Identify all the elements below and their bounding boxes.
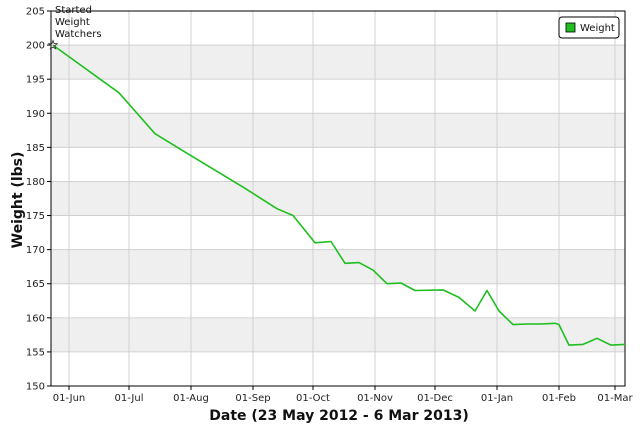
background-bands	[51, 45, 625, 352]
x-tick-label: 01-Mar	[597, 393, 633, 404]
legend-box	[558, 16, 620, 39]
gridlines	[51, 10, 625, 386]
annotation-label-line: Weight	[55, 17, 90, 28]
x-tick-label: 01-Aug	[173, 393, 209, 404]
x-tick-label: 01-Dec	[417, 393, 453, 404]
x-tick-label: 01-Oct	[296, 393, 330, 404]
y-tick-label: 175	[26, 211, 45, 222]
y-tick-label: 185	[26, 143, 45, 154]
legend-label: Weight	[580, 23, 615, 34]
background-band	[51, 317, 625, 352]
y-tick-label: 150	[26, 382, 45, 393]
background-band	[51, 181, 625, 216]
y-tick-label: 205	[26, 7, 45, 18]
start-star-marker	[47, 39, 59, 50]
x-tick-label: 01-Feb	[542, 393, 576, 404]
background-band	[51, 249, 625, 284]
x-tick-label: 01-Nov	[357, 393, 393, 404]
x-axis-title: Date (23 May 2012 - 6 Mar 2013)	[209, 408, 469, 424]
x-tick-label: 01-Jul	[115, 393, 144, 404]
x-tick-labels: 01-Jun 01-Jul 01-Aug 01-Sep 01-Oct 01-Nov 01-D…	[53, 393, 634, 404]
y-tick-label: 195	[26, 75, 45, 86]
y-tick-label: 190	[26, 109, 45, 120]
x-tick-label: 01-Jan	[481, 393, 513, 404]
x-tick-label: 01-Sep	[235, 393, 270, 404]
y-tick-label: 170	[26, 245, 45, 256]
y-tick-label: 200	[26, 41, 45, 52]
y-tick-label: 160	[26, 313, 45, 324]
y-tick-label: 165	[26, 279, 45, 290]
y-axis-title: Weight (lbs)	[10, 152, 26, 249]
plot-frame	[50, 10, 626, 387]
annotation-label-line: Started	[55, 5, 92, 16]
legend: Weight	[558, 16, 620, 39]
series-layer	[52, 44, 626, 346]
y-tick-labels: 150 155 160 165 170 175 180 185 190 195 200 205	[26, 7, 45, 393]
x-tick-label: 01-Jun	[53, 393, 86, 404]
background-band	[51, 113, 625, 148]
y-tick-label: 155	[26, 347, 45, 358]
annotation-label-line: Watchers	[55, 29, 102, 40]
background-band	[51, 45, 625, 80]
legend-swatch	[565, 22, 576, 33]
weight-series-line	[52, 44, 626, 346]
y-tick-label: 180	[26, 177, 45, 188]
axes	[47, 10, 626, 390]
